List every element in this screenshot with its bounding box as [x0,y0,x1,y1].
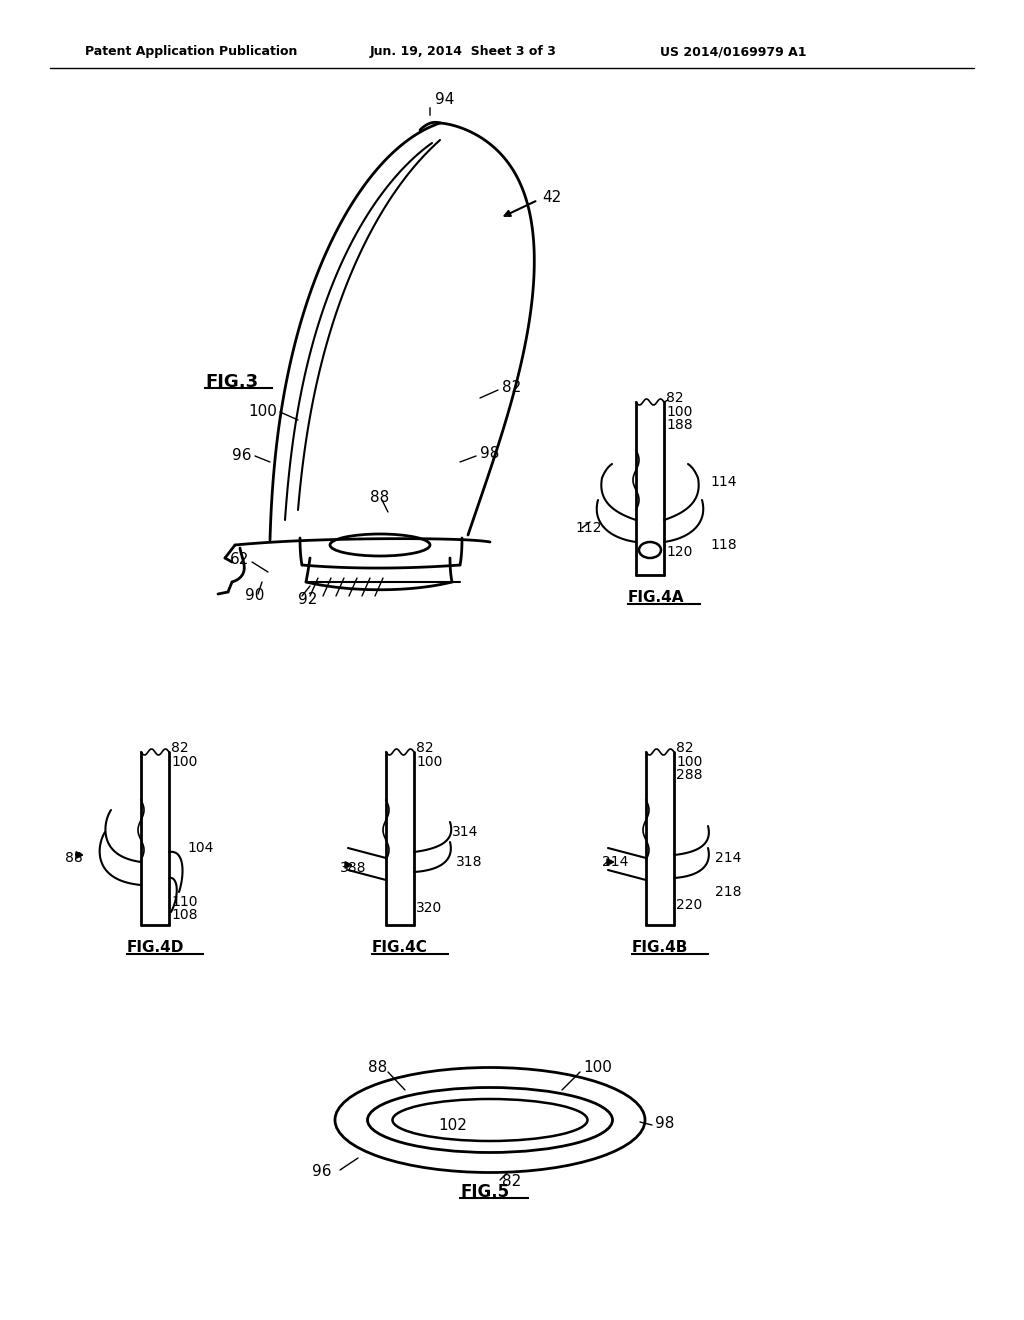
Text: 314: 314 [452,825,478,840]
Text: 108: 108 [171,908,198,921]
Text: FIG.4D: FIG.4D [127,940,184,956]
Text: 188: 188 [666,418,692,432]
Text: 42: 42 [542,190,561,206]
Text: 62: 62 [230,553,250,568]
Text: 120: 120 [666,545,692,558]
Text: 102: 102 [438,1118,467,1133]
Text: 88: 88 [368,1060,387,1076]
Text: 218: 218 [715,884,741,899]
Text: 82: 82 [416,741,433,755]
Text: 388: 388 [340,861,367,875]
Text: 96: 96 [232,449,252,463]
Text: 90: 90 [245,589,264,603]
Text: FIG.3: FIG.3 [205,374,258,391]
Text: 98: 98 [480,446,500,462]
Text: FIG.4A: FIG.4A [628,590,684,606]
Text: 114: 114 [710,475,736,488]
Text: 100: 100 [676,755,702,770]
Text: 82: 82 [502,1175,521,1189]
Text: 88: 88 [370,490,389,504]
Text: US 2014/0169979 A1: US 2014/0169979 A1 [660,45,807,58]
Text: 100: 100 [416,755,442,770]
Text: 82: 82 [171,741,188,755]
Text: 82: 82 [676,741,693,755]
Text: 220: 220 [676,898,702,912]
Text: 118: 118 [710,539,736,552]
Text: 100: 100 [666,405,692,418]
Text: 214: 214 [715,851,741,865]
Text: FIG.5: FIG.5 [460,1183,509,1201]
Text: 82: 82 [502,380,521,396]
Text: 112: 112 [575,521,601,535]
Text: 94: 94 [435,92,455,107]
Text: 98: 98 [655,1117,675,1131]
Text: 88: 88 [65,851,83,865]
Text: 96: 96 [312,1164,332,1180]
Text: FIG.4C: FIG.4C [372,940,428,956]
Text: 110: 110 [171,895,198,909]
Text: 318: 318 [456,855,482,869]
Text: Jun. 19, 2014  Sheet 3 of 3: Jun. 19, 2014 Sheet 3 of 3 [370,45,557,58]
Text: 100: 100 [248,404,276,420]
Text: Patent Application Publication: Patent Application Publication [85,45,297,58]
Text: 104: 104 [187,841,213,855]
Text: 288: 288 [676,768,702,781]
Text: 320: 320 [416,902,442,915]
Text: 100: 100 [171,755,198,770]
Text: 100: 100 [583,1060,612,1076]
Text: 214: 214 [602,855,629,869]
Text: FIG.4B: FIG.4B [632,940,688,956]
Text: 82: 82 [666,391,684,405]
Text: 92: 92 [298,593,317,607]
